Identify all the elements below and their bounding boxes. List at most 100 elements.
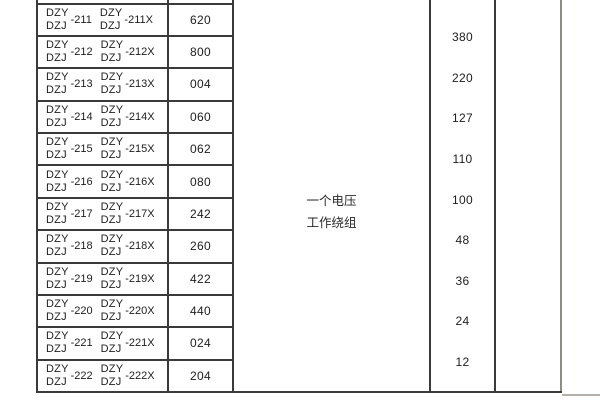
model-prefix-stack: DZY DZJ	[100, 265, 124, 291]
model-suffix: -220	[70, 305, 93, 318]
model-prefix-dzy: DZY	[46, 136, 69, 149]
model-cell: DZY DZJ -211 DZY DZJ -211X	[37, 5, 168, 35]
voltage-value: 380	[452, 30, 473, 45]
model-prefix-dzy: DZY	[100, 200, 124, 213]
model-prefix-dzj: DZJ	[46, 149, 67, 162]
code-cell: 004	[190, 77, 211, 92]
table-row: DZY DZJ -211 DZY DZJ -211X 620	[37, 2, 233, 35]
model-prefix-dzy: DZY	[46, 265, 69, 278]
code-cell: 024	[190, 336, 211, 351]
model-prefix-dzj: DZJ	[100, 116, 122, 129]
model-suffix-x: -218X	[125, 240, 155, 253]
voltage-value: 220	[452, 70, 473, 85]
model-prefix-dzy: DZY	[99, 6, 123, 19]
voltage-value: 36	[455, 273, 470, 288]
model-prefix-stack: DZY DZJ	[101, 40, 124, 64]
model-prefix-dzy: DZY	[100, 298, 124, 311]
model-prefix-dzj: DZJ	[100, 52, 122, 65]
model-prefix-dzy: DZY	[46, 71, 69, 84]
voltage-column: 380 220 127 110 100 48 36 24 12	[431, 0, 494, 393]
model-prefix-dzy: DZY	[100, 136, 124, 149]
model-suffix-x: -211X	[124, 13, 153, 26]
model-prefix-dzy: DZY	[46, 233, 69, 246]
model-suffix-x: -220X	[125, 305, 155, 318]
column-divider	[232, 0, 234, 393]
code-cell: 800	[190, 45, 211, 60]
code-cell: 062	[190, 142, 211, 157]
model-suffix-x: -212X	[125, 46, 155, 59]
model-prefix-dzj: DZJ	[100, 213, 122, 226]
table-row: DZY DZJ -220 DZY DZJ -220X 440	[37, 293, 233, 326]
model-prefix-stack: DZY DZJ	[101, 137, 124, 161]
model-prefix-dzy: DZY	[100, 233, 124, 246]
model-prefix-dzj: DZJ	[46, 278, 67, 291]
model-prefix-dzj: DZJ	[46, 311, 67, 324]
model-suffix-x: -222X	[125, 369, 155, 382]
model-prefix-dzy: DZY	[100, 330, 124, 343]
model-prefix-dzy: DZY	[46, 168, 69, 181]
table-row: DZY DZJ -213 DZY DZJ -213X 004	[37, 67, 233, 99]
winding-note-cell: 一个电压 工作绕组	[234, 0, 429, 393]
model-prefix-dzy: DZY	[46, 39, 69, 52]
model-suffix: -217	[70, 207, 93, 220]
model-prefix-stack: DZY DZJ	[101, 72, 124, 96]
code-cell: 260	[190, 239, 211, 254]
winding-note-line2: 工作绕组	[306, 216, 357, 230]
model-suffix: -215	[70, 143, 93, 156]
code-cell: 620	[190, 12, 211, 27]
model-prefix-dzj: DZJ	[100, 375, 122, 388]
model-prefix-stack: DZY DZJ	[46, 104, 69, 129]
page-edge-line	[562, 394, 600, 396]
model-cell: DZY DZJ -216 DZY DZJ -216X	[37, 166, 168, 196]
model-suffix: -212	[70, 46, 93, 59]
model-prefix-dzj: DZJ	[46, 84, 67, 97]
model-prefix-stack: DZY DZJ	[100, 169, 124, 194]
model-cell: DZY DZJ -220 DZY DZJ -220X	[37, 296, 168, 326]
model-suffix-x: -214X	[125, 110, 155, 123]
empty-cell	[496, 0, 560, 393]
table-row: DZY DZJ -218 DZY DZJ -218X 260	[37, 229, 233, 261]
model-prefix-dzy: DZY	[100, 103, 124, 116]
voltage-value: 12	[455, 355, 470, 370]
model-cell: DZY DZJ -222 DZY DZJ -222X	[37, 361, 168, 391]
table-row: DZY DZJ -214 DZY DZJ -214X 060	[37, 99, 233, 132]
voltage-value: 24	[455, 314, 470, 329]
model-suffix: -222	[70, 369, 93, 382]
table-row: DZY DZJ -215 DZY DZJ -215X 062	[37, 132, 233, 164]
model-prefix-dzj: DZJ	[100, 84, 122, 97]
model-suffix-x: -215X	[125, 143, 155, 156]
model-prefix-dzj: DZJ	[46, 19, 67, 32]
model-prefix-stack: DZY DZJ	[46, 168, 69, 194]
column-divider	[36, 0, 38, 393]
model-cell: DZY DZJ -212 DZY DZJ -212X	[37, 37, 168, 67]
model-prefix-dzy: DZY	[100, 265, 124, 278]
table-row: DZY DZJ -219 DZY DZJ -219X 422	[37, 261, 233, 294]
model-prefix-dzy: DZY	[100, 71, 124, 84]
voltage-value: 110	[452, 152, 473, 167]
winding-note-line1: 一个电压	[306, 194, 357, 208]
table-row: DZY DZJ -216 DZY DZJ -216X 080	[37, 164, 233, 196]
table-right-edge	[560, 0, 562, 393]
model-prefix-dzj: DZJ	[46, 343, 67, 356]
code-cell: 242	[190, 206, 211, 221]
model-prefix-stack: DZY DZJ	[101, 299, 124, 323]
model-suffix-x: -221X	[125, 337, 155, 350]
table-bottom-border	[37, 391, 562, 393]
model-prefix-stack: DZY DZJ	[46, 7, 69, 32]
model-prefix-stack: DZY DZJ	[99, 6, 123, 32]
model-prefix-stack: DZY DZJ	[46, 72, 69, 96]
model-suffix: -219	[70, 272, 93, 285]
table-row: DZY DZJ -222 DZY DZJ -222X 204	[37, 358, 233, 391]
model-suffix: -213	[70, 78, 93, 91]
model-prefix-stack: DZY DZJ	[46, 137, 69, 161]
model-prefix-dzy: DZY	[100, 39, 124, 52]
model-prefix-dzj: DZJ	[46, 181, 67, 194]
column-divider	[167, 0, 169, 393]
model-suffix-x: -213X	[125, 78, 155, 91]
model-prefix-dzj: DZJ	[46, 52, 67, 65]
model-prefix-stack: DZY DZJ	[46, 234, 69, 258]
model-prefix-stack: DZY DZJ	[100, 363, 124, 388]
model-prefix-dzj: DZJ	[46, 116, 67, 129]
model-prefix-dzj: DZJ	[46, 375, 67, 388]
model-prefix-dzj: DZJ	[100, 181, 122, 194]
